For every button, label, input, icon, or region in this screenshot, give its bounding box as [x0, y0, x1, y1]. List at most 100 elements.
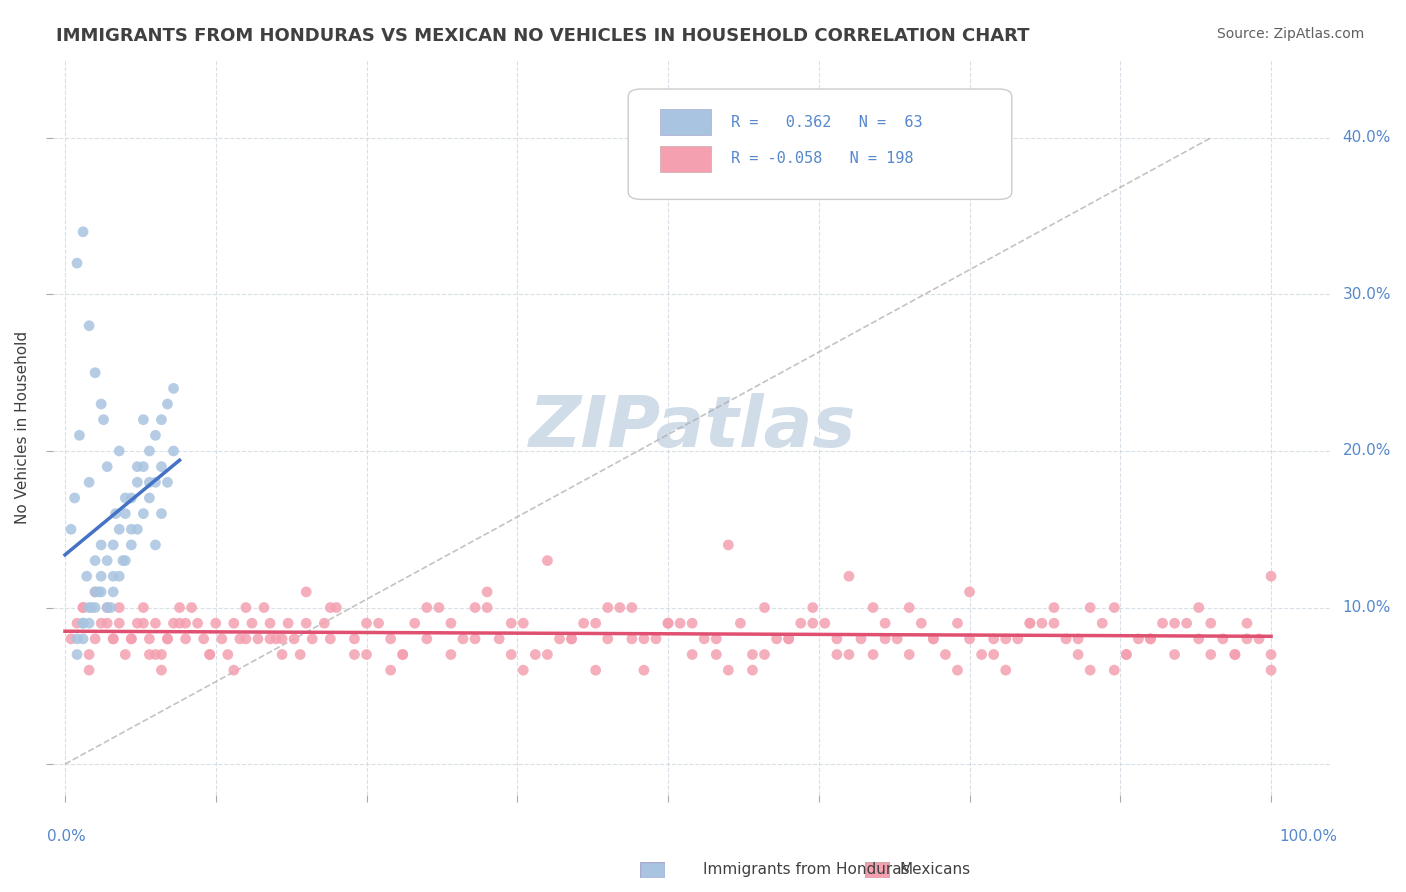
- Point: [138, 491, 160, 505]
- Point: [1043, 600, 1066, 615]
- Point: [391, 648, 413, 662]
- Point: [983, 632, 1005, 646]
- Point: [343, 648, 366, 662]
- Point: [127, 475, 149, 490]
- Point: [959, 585, 981, 599]
- Point: [271, 648, 294, 662]
- Point: [295, 616, 318, 631]
- Point: [103, 538, 125, 552]
- Point: [235, 632, 257, 646]
- Point: [87, 585, 110, 599]
- Point: [288, 648, 311, 662]
- Point: [204, 616, 226, 631]
- Point: [90, 585, 112, 599]
- Point: [145, 538, 167, 552]
- Point: [814, 616, 837, 631]
- Point: [229, 632, 252, 646]
- Point: [416, 632, 439, 646]
- Point: [1007, 632, 1029, 646]
- Point: [253, 600, 276, 615]
- Point: [741, 663, 763, 677]
- Point: [120, 632, 142, 646]
- Text: R =   0.362   N =  63: R = 0.362 N = 63: [731, 115, 922, 129]
- Point: [1054, 632, 1077, 646]
- Point: [217, 648, 239, 662]
- Point: [96, 600, 118, 615]
- Point: [84, 585, 107, 599]
- Point: [946, 616, 969, 631]
- Point: [145, 648, 167, 662]
- Point: [138, 444, 160, 458]
- Point: [898, 600, 921, 615]
- Point: [754, 600, 776, 615]
- Point: [90, 538, 112, 552]
- Point: [84, 632, 107, 646]
- Point: [838, 569, 860, 583]
- Text: 100.0%: 100.0%: [1279, 829, 1337, 844]
- Point: [103, 632, 125, 646]
- Point: [90, 616, 112, 631]
- Point: [681, 616, 703, 631]
- Point: [72, 225, 94, 239]
- Point: [1043, 616, 1066, 631]
- Point: [325, 600, 347, 615]
- Point: [222, 663, 245, 677]
- Point: [1260, 663, 1282, 677]
- Point: [1223, 648, 1246, 662]
- Point: [77, 648, 100, 662]
- Point: [1260, 569, 1282, 583]
- Point: [77, 663, 100, 677]
- Point: [77, 600, 100, 615]
- Point: [983, 648, 1005, 662]
- Point: [1067, 632, 1090, 646]
- Point: [108, 600, 131, 615]
- Point: [66, 616, 89, 631]
- Point: [66, 648, 89, 662]
- Point: [319, 600, 342, 615]
- Point: [187, 616, 209, 631]
- Point: [69, 428, 91, 442]
- Point: [875, 616, 897, 631]
- Point: [132, 459, 155, 474]
- Point: [77, 616, 100, 631]
- Point: [898, 648, 921, 662]
- Point: [198, 648, 221, 662]
- Point: [620, 600, 643, 615]
- Point: [464, 600, 486, 615]
- Point: [910, 616, 932, 631]
- Point: [84, 600, 107, 615]
- Point: [849, 632, 872, 646]
- Point: [1188, 600, 1211, 615]
- Point: [132, 616, 155, 631]
- Text: 10.0%: 10.0%: [1343, 600, 1391, 615]
- Point: [633, 663, 655, 677]
- Point: [150, 412, 173, 426]
- Point: [72, 616, 94, 631]
- Point: [1128, 632, 1150, 646]
- Point: [84, 553, 107, 567]
- Point: [585, 663, 607, 677]
- Point: [1223, 648, 1246, 662]
- Point: [259, 616, 281, 631]
- Point: [63, 491, 86, 505]
- Point: [162, 444, 184, 458]
- Point: [77, 475, 100, 490]
- Point: [145, 616, 167, 631]
- Point: [132, 600, 155, 615]
- Point: [561, 632, 583, 646]
- Point: [886, 632, 908, 646]
- Point: [451, 632, 474, 646]
- Point: [211, 632, 233, 646]
- Point: [825, 648, 848, 662]
- Point: [1199, 648, 1222, 662]
- Point: [1212, 632, 1234, 646]
- Point: [138, 475, 160, 490]
- Point: [319, 632, 342, 646]
- Point: [501, 648, 523, 662]
- Point: [536, 648, 558, 662]
- Point: [72, 600, 94, 615]
- Point: [380, 632, 402, 646]
- Point: [271, 632, 294, 646]
- Point: [778, 632, 800, 646]
- Text: Source: ZipAtlas.com: Source: ZipAtlas.com: [1216, 27, 1364, 41]
